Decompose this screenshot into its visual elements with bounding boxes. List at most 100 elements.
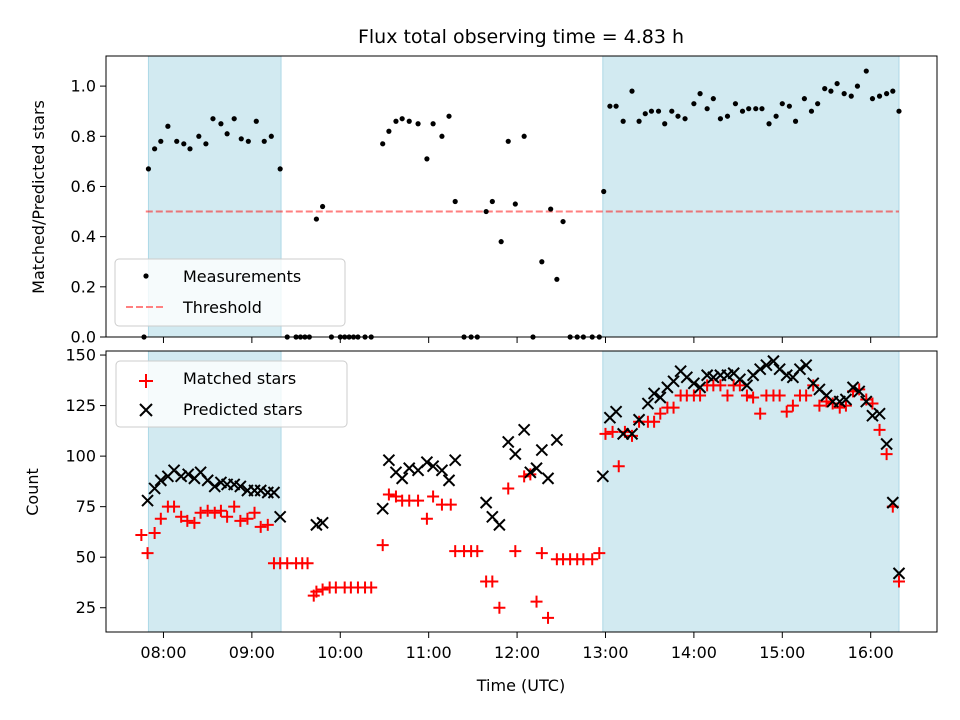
measurement-point bbox=[253, 118, 259, 124]
matched-star-point bbox=[181, 514, 194, 527]
predicted-star-point bbox=[616, 427, 630, 441]
x-tick-label: 11:00 bbox=[406, 643, 452, 662]
matched-star-point bbox=[201, 504, 214, 517]
predicted-star-point bbox=[707, 371, 720, 384]
matched-star-point bbox=[606, 425, 619, 438]
measurement-point bbox=[415, 121, 421, 127]
predicted-star-point bbox=[839, 393, 853, 406]
matched-star-point bbox=[654, 407, 667, 420]
predicted-star-point bbox=[799, 358, 813, 372]
measurement-point bbox=[319, 203, 326, 210]
measurement-point bbox=[869, 96, 876, 102]
ratio-legend: Measurements Threshold bbox=[114, 258, 346, 327]
measurement-point bbox=[766, 121, 772, 127]
measurement-point bbox=[662, 121, 668, 127]
measurement-point bbox=[697, 91, 703, 97]
predicted-star-point bbox=[316, 516, 329, 530]
matched-star-point bbox=[486, 575, 499, 588]
matched-star-point bbox=[382, 488, 395, 501]
chart-title: Flux total observing time = 4.83 h bbox=[358, 26, 684, 48]
measurement-point bbox=[386, 128, 392, 134]
count-legend-box bbox=[115, 360, 348, 428]
matched-star-point bbox=[586, 553, 599, 566]
y-tick-label: 0.4 bbox=[71, 227, 96, 246]
predicted-star-point bbox=[632, 413, 646, 426]
x-tick-label: 14:00 bbox=[671, 643, 717, 662]
y-tick-label: 150 bbox=[65, 346, 96, 365]
predicted-star-point bbox=[426, 460, 440, 473]
x-tick-label: 09:00 bbox=[229, 643, 275, 662]
count-points bbox=[135, 354, 906, 624]
matched-star-point bbox=[509, 545, 522, 558]
predicted-star-point bbox=[148, 482, 161, 495]
measurement-point bbox=[717, 116, 724, 122]
predicted-star-point bbox=[846, 381, 860, 394]
matched-star-point bbox=[839, 399, 852, 412]
y-tick-label: 25 bbox=[76, 598, 96, 617]
measurement-point bbox=[834, 80, 840, 87]
predicted-star-point bbox=[442, 474, 456, 487]
measurement-point bbox=[446, 113, 452, 119]
predicted-star-point bbox=[420, 455, 434, 469]
measurement-point bbox=[815, 101, 821, 107]
count-legend: Matched stars Predicted stars bbox=[115, 360, 348, 428]
predicted-star-point bbox=[753, 362, 767, 376]
measurement-point bbox=[145, 166, 152, 172]
ratio-axes-frame bbox=[105, 55, 938, 338]
measurement-point bbox=[890, 88, 896, 94]
predicted-star-point bbox=[448, 453, 462, 467]
measurement-point bbox=[399, 116, 405, 122]
measurement-point bbox=[505, 138, 511, 144]
measurement-point bbox=[313, 216, 320, 222]
matched-star-point bbox=[234, 514, 247, 527]
predicted-star-point bbox=[234, 480, 247, 493]
matched-star-point bbox=[648, 415, 661, 428]
predicted-star-point bbox=[530, 462, 543, 475]
y-tick-label: 1.0 bbox=[71, 77, 96, 96]
matched-star-point bbox=[214, 504, 227, 517]
legend-measurements-label: Measurements bbox=[183, 267, 301, 286]
predicted-star-point bbox=[667, 375, 680, 388]
x-tick-label: 15:00 bbox=[759, 643, 805, 662]
x-tick-label: 13:00 bbox=[582, 643, 628, 662]
measurement-point bbox=[439, 133, 445, 139]
measurement-point bbox=[759, 106, 765, 112]
predicted-star-point bbox=[267, 486, 281, 499]
matched-star-point bbox=[493, 601, 506, 614]
x-tick-label: 16:00 bbox=[848, 643, 894, 662]
matched-star-point bbox=[168, 500, 181, 513]
measurement-point bbox=[801, 96, 807, 102]
matched-star-point bbox=[188, 516, 201, 529]
predicted-star-point bbox=[740, 379, 754, 392]
measurement-point bbox=[876, 93, 883, 99]
matched-star-point bbox=[593, 547, 606, 560]
measurement-point bbox=[512, 201, 518, 207]
matched-star-point bbox=[221, 510, 234, 523]
ratio-y-ticks: 0.0 0.2 0.4 0.6 0.8 1.0 bbox=[71, 77, 106, 347]
count-y-ticks: 25 50 75 100 125 150 bbox=[65, 346, 106, 617]
matched-star-point bbox=[141, 547, 154, 560]
matched-star-point bbox=[820, 395, 833, 408]
matched-star-point bbox=[254, 520, 267, 533]
matched-star-point bbox=[135, 528, 148, 541]
measurement-points bbox=[141, 68, 902, 340]
predicted-star-point bbox=[524, 466, 537, 479]
matched-star-point bbox=[800, 389, 813, 402]
ratio-x-ticks bbox=[162, 337, 872, 343]
observing-windows bbox=[147, 55, 900, 338]
matched-star-point bbox=[599, 427, 612, 440]
matched-star-point bbox=[694, 389, 707, 402]
observing-window-band bbox=[602, 55, 900, 338]
measurement-point bbox=[896, 108, 902, 114]
matched-star-point bbox=[261, 518, 274, 531]
legend-measurements-marker bbox=[143, 273, 149, 279]
predicted-star-point bbox=[493, 518, 506, 532]
y-tick-label: 125 bbox=[65, 396, 96, 415]
ratio-legend-box bbox=[114, 258, 346, 327]
measurement-point bbox=[261, 138, 267, 144]
predicted-star-point bbox=[687, 377, 701, 390]
measurement-point bbox=[406, 118, 412, 124]
matched-star-point bbox=[502, 482, 515, 495]
measurement-point bbox=[779, 101, 785, 107]
predicted-star-point bbox=[596, 470, 610, 483]
